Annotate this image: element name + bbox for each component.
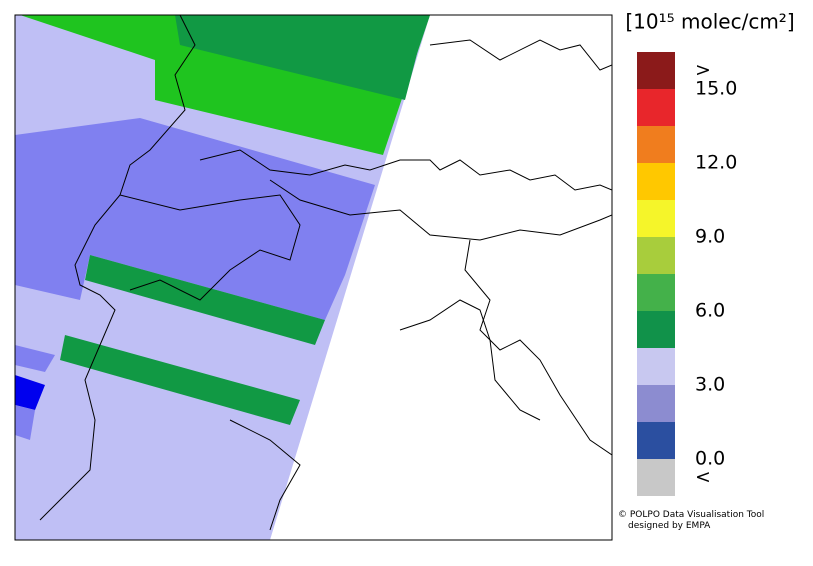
legend-label: 0.0 — [695, 448, 725, 470]
credit: © POLPO Data Visualisation Tool — [618, 510, 764, 520]
color-box — [637, 311, 675, 348]
swath-band — [60, 335, 300, 425]
color-box — [637, 126, 675, 163]
legend-label: > — [695, 59, 711, 81]
legend-label: 3.0 — [695, 374, 725, 396]
color-box — [637, 200, 675, 237]
legend-label: 6.0 — [695, 300, 725, 322]
border — [119, 194, 301, 301]
color-box — [637, 422, 675, 459]
swath-band — [15, 375, 45, 410]
border — [269, 179, 612, 241]
border — [199, 149, 612, 191]
legend-label: 12.0 — [695, 152, 737, 174]
map — [15, 15, 612, 540]
swath-band — [15, 118, 375, 320]
legend-label: < — [695, 466, 711, 488]
color-box — [637, 89, 675, 126]
legend-title: [10¹⁵ molec/cm²] — [625, 10, 794, 34]
credit: designed by EMPA — [628, 521, 711, 531]
swath-band — [85, 255, 325, 345]
color-box — [637, 163, 675, 200]
border — [399, 299, 541, 421]
border — [429, 39, 612, 71]
color-box — [637, 52, 675, 89]
border — [464, 239, 612, 456]
border — [39, 15, 196, 521]
swath-band — [15, 405, 35, 440]
legend-label: 15.0 — [695, 78, 737, 100]
color-box — [637, 385, 675, 422]
color-box — [637, 237, 675, 274]
swath-band — [175, 15, 430, 100]
color-box — [637, 274, 675, 311]
swath-band — [15, 345, 55, 372]
map-frame — [14, 14, 613, 541]
color-box — [637, 348, 675, 385]
color-box — [637, 459, 675, 496]
legend-label: 9.0 — [695, 226, 725, 248]
border — [229, 419, 301, 531]
